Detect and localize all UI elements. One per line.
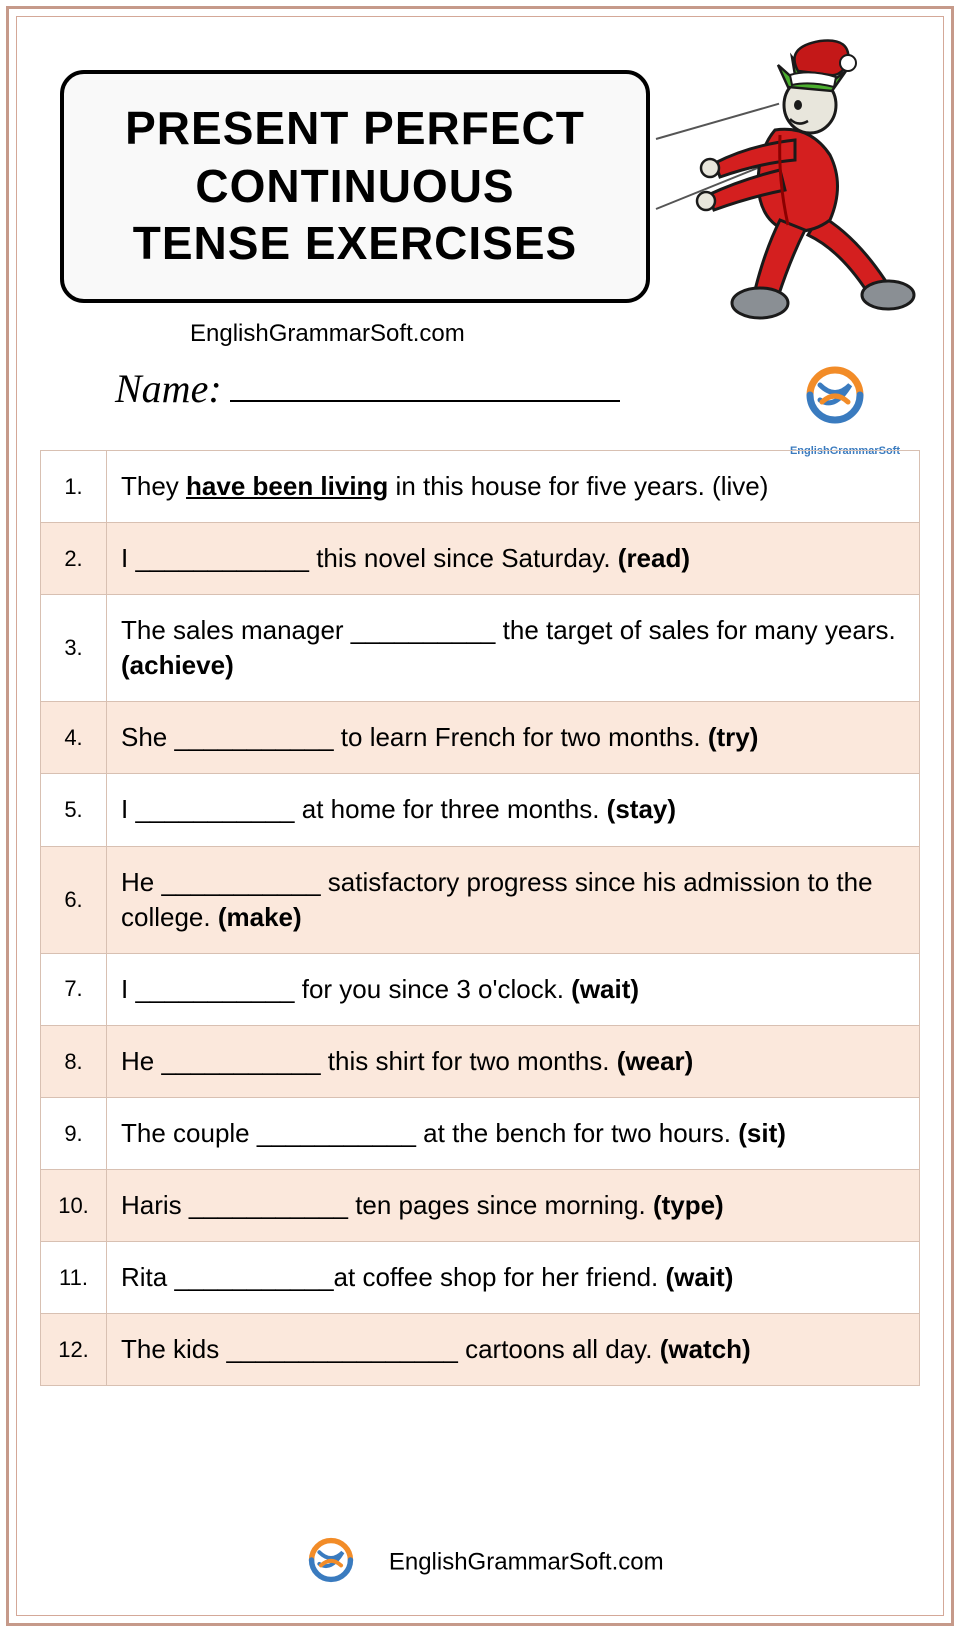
verb-hint: (type) <box>653 1190 724 1220</box>
row-number: 1. <box>41 451 107 523</box>
fill-blank[interactable]: __________ <box>351 615 496 645</box>
row-number: 6. <box>41 846 107 953</box>
fill-blank[interactable]: ___________ <box>161 1046 320 1076</box>
row-number: 7. <box>41 953 107 1025</box>
verb-hint: (make) <box>218 902 302 932</box>
exercise-sentence[interactable]: He ___________ this shirt for two months… <box>107 1025 920 1097</box>
verb-hint: (read) <box>618 543 690 573</box>
table-row: 11.Rita ___________at coffee shop for he… <box>41 1242 920 1314</box>
verb-hint: (achieve) <box>121 650 234 680</box>
exercise-sentence[interactable]: Haris ___________ ten pages since mornin… <box>107 1170 920 1242</box>
row-number: 12. <box>41 1314 107 1386</box>
worksheet-title: PRESENT PERFECT CONTINUOUS TENSE EXERCIS… <box>86 100 624 273</box>
row-number: 8. <box>41 1025 107 1097</box>
exercise-sentence[interactable]: The couple ___________ at the bench for … <box>107 1097 920 1169</box>
fill-blank[interactable]: ___________ <box>135 974 294 1004</box>
exercise-sentence[interactable]: Rita ___________at coffee shop for her f… <box>107 1242 920 1314</box>
verb-hint: (stay) <box>607 794 676 824</box>
title-box: PRESENT PERFECT CONTINUOUS TENSE EXERCIS… <box>60 70 650 303</box>
fill-blank[interactable]: ___________ <box>135 794 294 824</box>
fill-blank[interactable]: ___________ <box>189 1190 348 1220</box>
fill-blank[interactable]: ___________ <box>257 1118 416 1148</box>
row-number: 9. <box>41 1097 107 1169</box>
fill-blank[interactable]: ___________ <box>174 1262 333 1292</box>
fill-blank[interactable]: ___________ <box>175 722 334 752</box>
exercise-sentence[interactable]: I ____________ this novel since Saturday… <box>107 523 920 595</box>
filled-answer: have been living <box>186 471 388 501</box>
verb-hint: (wait) <box>665 1262 733 1292</box>
fill-blank[interactable]: ________________ <box>227 1334 458 1364</box>
name-input-line[interactable] <box>230 400 620 402</box>
footer-website: EnglishGrammarSoft.com <box>389 1549 664 1576</box>
footer: EnglishGrammarSoft.com <box>20 1525 940 1600</box>
row-number: 10. <box>41 1170 107 1242</box>
verb-hint: (wait) <box>571 974 639 1004</box>
brand-logo-small: EnglishGrammarSoft <box>790 350 900 457</box>
verb-hint: (wear) <box>617 1046 694 1076</box>
table-row: 12.The kids ________________ cartoons al… <box>41 1314 920 1386</box>
row-number: 4. <box>41 702 107 774</box>
table-row: 2.I ____________ this novel since Saturd… <box>41 523 920 595</box>
exercise-sentence[interactable]: She ___________ to learn French for two … <box>107 702 920 774</box>
table-row: 3.The sales manager __________ the targe… <box>41 595 920 702</box>
exercise-sentence[interactable]: I ___________ at home for three months. … <box>107 774 920 846</box>
pulling-character-icon <box>680 35 930 325</box>
exercise-sentence[interactable]: The sales manager __________ the target … <box>107 595 920 702</box>
verb-hint: (sit) <box>738 1118 786 1148</box>
exercise-sentence[interactable]: I ___________ for you since 3 o'clock. (… <box>107 953 920 1025</box>
brand-logo-footer <box>296 1525 366 1600</box>
exercise-sentence[interactable]: They have been living in this house for … <box>107 451 920 523</box>
worksheet-content: PRESENT PERFECT CONTINUOUS TENSE EXERCIS… <box>20 20 940 1612</box>
verb-hint: (try) <box>708 722 759 752</box>
website-subtitle: EnglishGrammarSoft.com <box>190 320 465 348</box>
table-row: 1.They have been living in this house fo… <box>41 451 920 523</box>
exercise-sentence[interactable]: The kids ________________ cartoons all d… <box>107 1314 920 1386</box>
table-row: 10.Haris ___________ ten pages since mor… <box>41 1170 920 1242</box>
table-row: 4.She ___________ to learn French for tw… <box>41 702 920 774</box>
table-row: 7.I ___________ for you since 3 o'clock.… <box>41 953 920 1025</box>
row-number: 3. <box>41 595 107 702</box>
exercise-table: 1.They have been living in this house fo… <box>40 450 920 1386</box>
header-area: PRESENT PERFECT CONTINUOUS TENSE EXERCIS… <box>20 20 940 400</box>
fill-blank[interactable]: ____________ <box>135 543 309 573</box>
table-row: 9.The couple ___________ at the bench fo… <box>41 1097 920 1169</box>
fill-blank[interactable]: ___________ <box>161 867 320 897</box>
row-number: 11. <box>41 1242 107 1314</box>
exercise-table-wrap: 1.They have been living in this house fo… <box>40 450 920 1386</box>
table-row: 5.I ___________ at home for three months… <box>41 774 920 846</box>
row-number: 5. <box>41 774 107 846</box>
name-field-label: Name: <box>115 365 620 412</box>
table-row: 6.He ___________ satisfactory progress s… <box>41 846 920 953</box>
table-row: 8.He ___________ this shirt for two mont… <box>41 1025 920 1097</box>
exercise-sentence[interactable]: He ___________ satisfactory progress sin… <box>107 846 920 953</box>
row-number: 2. <box>41 523 107 595</box>
verb-hint: (watch) <box>660 1334 751 1364</box>
